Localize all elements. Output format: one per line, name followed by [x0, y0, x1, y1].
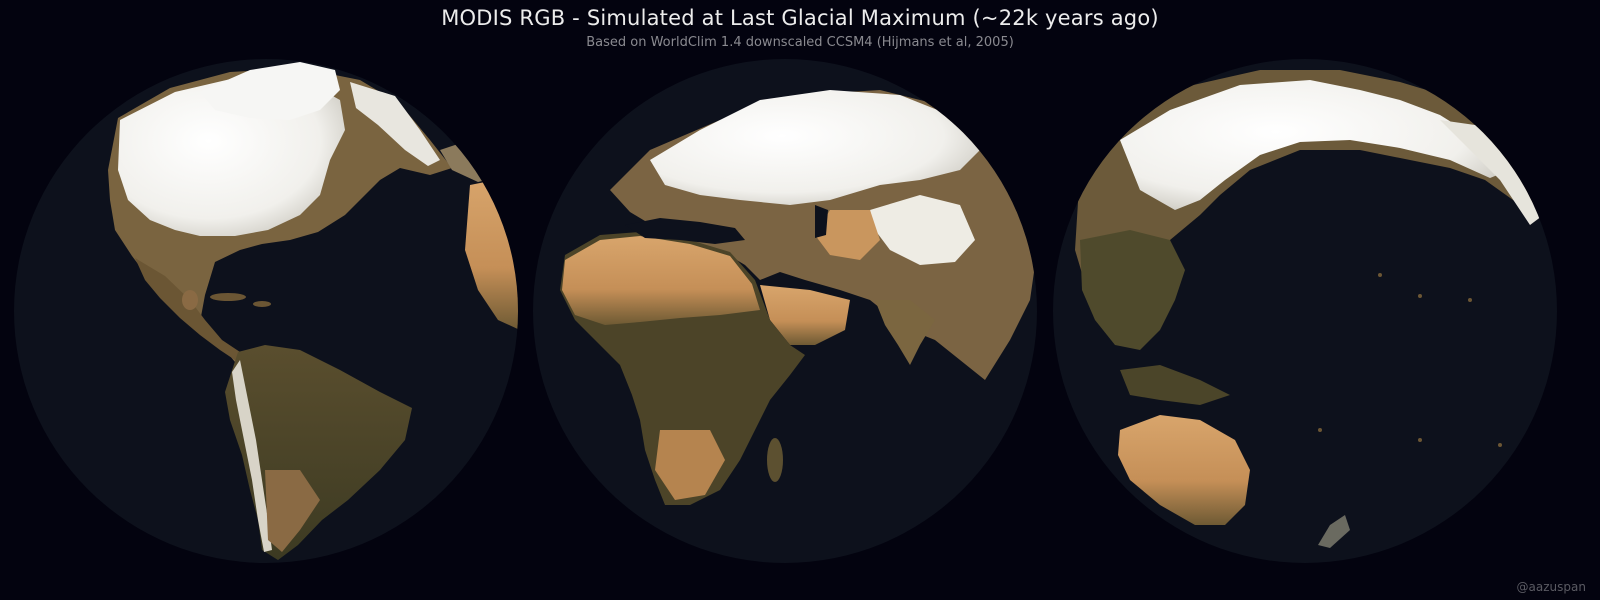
- mediterranean-sea: [625, 218, 745, 244]
- andes-snow: [232, 360, 272, 552]
- asian-steppe-desert: [815, 210, 880, 260]
- indian-subcontinent: [875, 300, 935, 365]
- kalahari-desert: [655, 430, 725, 500]
- cuba-island: [210, 293, 246, 301]
- pacific-island: [1378, 273, 1382, 277]
- globe-africa-eurasia: [533, 59, 1037, 563]
- arctic-ice-east: [350, 82, 440, 166]
- pacific-island: [1318, 428, 1322, 432]
- greenland-ice: [200, 62, 340, 120]
- arabian-peninsula: [760, 285, 850, 345]
- madagascar-island: [767, 438, 783, 482]
- australia-landmass: [1118, 415, 1250, 525]
- pacific-island: [1418, 438, 1422, 442]
- globe-americas: [14, 59, 518, 563]
- map-title: MODIS RGB - Simulated at Last Glacial Ma…: [441, 6, 1159, 30]
- author-credit: @aazuspan: [1516, 580, 1586, 594]
- mexico-landmass: [135, 258, 250, 362]
- maritime-southeast-asia: [1120, 365, 1230, 405]
- caspian-sea: [815, 205, 828, 238]
- tibet-ice: [870, 195, 975, 265]
- hispaniola-island: [253, 301, 271, 307]
- patagonia-dryland: [265, 470, 320, 552]
- sahara-desert: [562, 236, 760, 325]
- pacific-island: [1418, 294, 1422, 298]
- east-asia-landmass: [1080, 230, 1185, 350]
- alaska-edge: [1440, 120, 1550, 225]
- siberian-snow: [1120, 80, 1510, 210]
- new-zealand: [1318, 515, 1350, 548]
- pacific-island: [1498, 443, 1502, 447]
- eurasian-ice-sheet: [650, 90, 980, 205]
- pacific-island: [1468, 298, 1472, 302]
- globe-asia-pacific: [1053, 59, 1557, 563]
- florida: [182, 290, 198, 310]
- map-subtitle: Based on WorldClim 1.4 downscaled CCSM4 …: [586, 35, 1014, 50]
